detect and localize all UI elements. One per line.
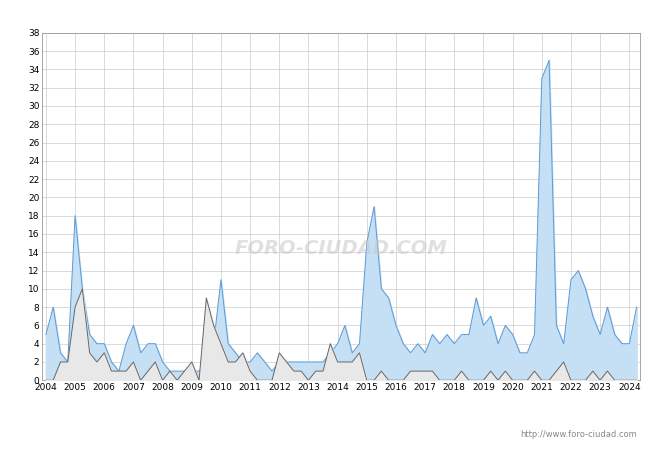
Text: FORO-CIUDAD.COM: FORO-CIUDAD.COM	[235, 239, 448, 258]
Text: http://www.foro-ciudad.com: http://www.foro-ciudad.com	[520, 430, 637, 439]
Text: Castilleja de Guzmán - Evolucion del Nº de Transacciones Inmobiliarias: Castilleja de Guzmán - Evolucion del Nº …	[90, 9, 560, 22]
